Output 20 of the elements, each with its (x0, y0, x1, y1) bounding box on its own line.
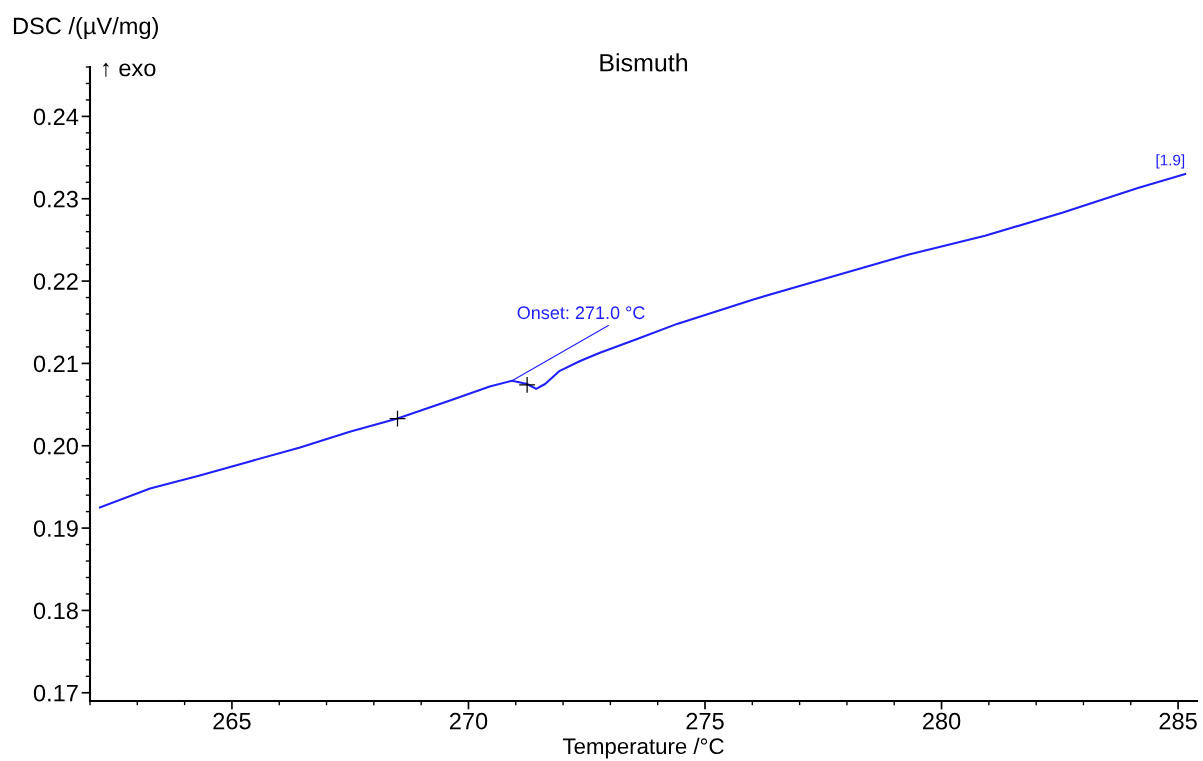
x-tick-label: 265 (213, 712, 251, 730)
y-tick-label: 0.23 (33, 190, 78, 208)
y-tick-label: 0.21 (33, 355, 78, 373)
y-tick-label: 0.17 (33, 684, 78, 702)
annotation: [1.9] (1156, 154, 1185, 169)
y-tick-label: 0.18 (33, 602, 78, 620)
annotation: Onset: 271.0 °C (517, 306, 645, 320)
annotation: ↑ exo (103, 62, 156, 77)
x-tick-label: 275 (686, 712, 724, 730)
line-series (98, 173, 1187, 509)
x-tick-label: 280 (923, 712, 961, 730)
x-tick-label: 285 (1159, 712, 1197, 730)
y-tick-label: 0.19 (33, 520, 78, 537)
y-tick-label: 0.22 (33, 273, 78, 290)
y-tick-label: 0.24 (33, 108, 79, 126)
x-tick-label: 270 (449, 712, 488, 730)
x-axis-title: Temperature /°C (562, 737, 724, 759)
chart-title: Bismuth (600, 53, 688, 72)
y-axis-title: DSC /(µV/mg) (13, 17, 158, 39)
y-tick-label: 0.20 (33, 437, 78, 455)
